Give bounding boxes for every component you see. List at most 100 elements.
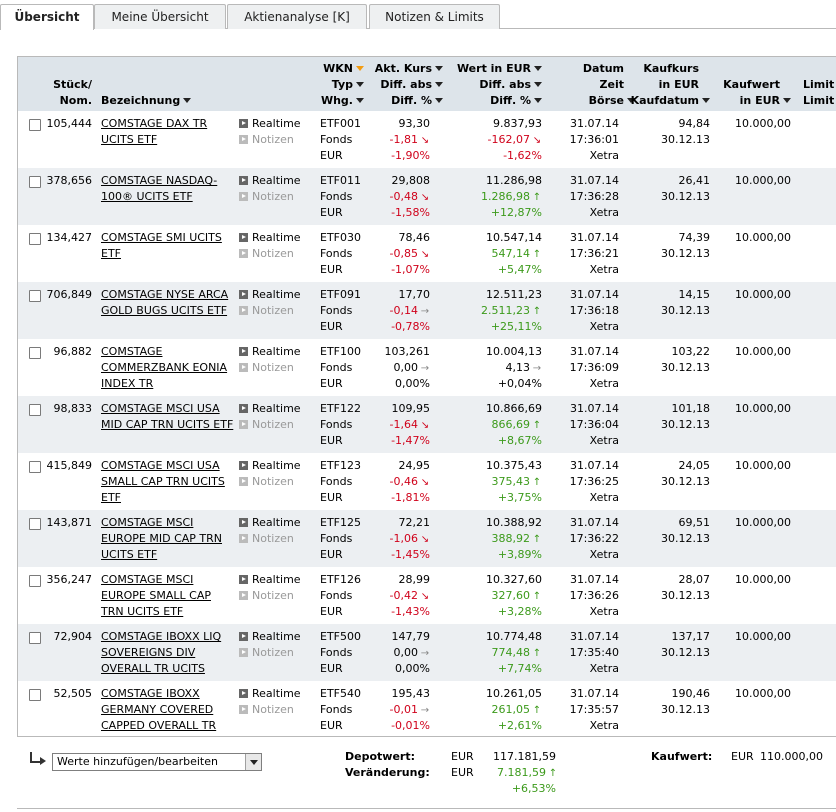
- row-checkbox[interactable]: [29, 176, 41, 188]
- cell-value: +12,87%: [490, 206, 542, 219]
- kaufwert: 10.000,00: [718, 458, 791, 474]
- wert-in-eur: 10.866,69 866,69 ↑ +8,67%: [450, 401, 542, 449]
- stueck: 96,882: [53, 345, 93, 358]
- notizen-link[interactable]: Notizen: [239, 360, 301, 376]
- cell-value: 31.07.14: [570, 630, 619, 643]
- realtime-link[interactable]: Realtime: [239, 458, 301, 474]
- tab-bar: Übersicht Meine Übersicht Aktienanalyse …: [0, 0, 836, 30]
- realtime-link[interactable]: Realtime: [239, 344, 301, 360]
- cell-value: 10.261,05: [486, 687, 542, 700]
- col-kaufkurs[interactable]: Kaufkurs in EUR Kaufdatum: [625, 61, 710, 109]
- notizen-link[interactable]: Notizen: [239, 132, 301, 148]
- row-checkbox[interactable]: [29, 290, 41, 302]
- row-checkbox[interactable]: [29, 575, 41, 587]
- notizen-link[interactable]: Notizen: [239, 246, 301, 262]
- bezeichnung-link[interactable]: COMSTAGE MSCI USA MID CAP TRN UCITS ETF: [101, 402, 234, 431]
- realtime-link[interactable]: Realtime: [239, 173, 301, 189]
- bezeichnung-link[interactable]: COMSTAGE MSCI USA SMALL CAP TRN UCITS ET…: [101, 459, 225, 504]
- cell-value: 29,808: [391, 174, 431, 187]
- cell-value: Fonds: [320, 361, 353, 374]
- realtime-link[interactable]: Realtime: [239, 572, 301, 588]
- stueck: 356,247: [46, 573, 93, 586]
- arrow-down-right-icon: ↘: [420, 249, 430, 260]
- notizen-link[interactable]: Notizen: [239, 588, 301, 604]
- table-row: 356,247 COMSTAGE MSCI EUROPE SMALL CAP TR…: [18, 567, 836, 624]
- realtime-link[interactable]: Realtime: [239, 401, 301, 417]
- row-checkbox[interactable]: [29, 404, 41, 416]
- col-datum[interactable]: Datum Zeit Börse: [563, 61, 635, 109]
- cell-value: -0,01: [389, 703, 418, 716]
- bezeichnung-link[interactable]: COMSTAGE MSCI EUROPE MID CAP TRN UCITS E…: [101, 516, 223, 561]
- row-checkbox[interactable]: [29, 347, 41, 359]
- cell-value: 17:36:22: [569, 532, 619, 545]
- bezeichnung-link[interactable]: COMSTAGE MSCI EUROPE SMALL CAP TRN UCITS…: [101, 573, 211, 618]
- col-kaufwert[interactable]: Kaufwert in EUR: [718, 77, 791, 109]
- chevron-down-icon[interactable]: [245, 754, 261, 770]
- col-limit[interactable]: Limit Limit: [803, 78, 835, 107]
- return-arrow-icon: [30, 752, 46, 766]
- sort-down-arrow-icon: [702, 98, 710, 103]
- cell-value: 10.000,00: [735, 288, 791, 301]
- cell-value: Fonds: [320, 532, 353, 545]
- table-row: 98,833 COMSTAGE MSCI USA MID CAP TRN UCIT…: [18, 396, 836, 453]
- cell-value: Xetra: [589, 491, 619, 504]
- cell-value: 10.866,69: [486, 402, 542, 415]
- bezeichnung-link[interactable]: COMSTAGE NYSE ARCA GOLD BUGS UCITS ETF: [101, 288, 229, 317]
- row-checkbox[interactable]: [29, 632, 41, 644]
- row-checkbox[interactable]: [29, 689, 41, 701]
- cell-value: 24,95: [398, 459, 431, 472]
- table-row: 415,849 COMSTAGE MSCI USA SMALL CAP TRN U…: [18, 453, 836, 510]
- notizen-link[interactable]: Notizen: [239, 645, 301, 661]
- cell-value: 17,70: [398, 288, 431, 301]
- tab-meine-uebersicht[interactable]: Meine Übersicht: [94, 4, 226, 29]
- realtime-link[interactable]: Realtime: [239, 230, 301, 246]
- row-checkbox[interactable]: [29, 518, 41, 530]
- bezeichnung-link[interactable]: COMSTAGE DAX TR UCITS ETF: [101, 117, 208, 146]
- realtime-link[interactable]: Realtime: [239, 515, 301, 531]
- col-wert[interactable]: Wert in EUR Diff. abs Diff. %: [448, 61, 542, 109]
- kaufkurs: 74,39 30.12.13: [635, 230, 710, 262]
- tab-uebersicht[interactable]: Übersicht: [0, 4, 94, 30]
- notizen-link[interactable]: Notizen: [239, 702, 301, 718]
- veraenderung-label: Veränderung:: [345, 766, 430, 779]
- row-links: Realtime Notizen: [239, 287, 301, 319]
- notizen-link[interactable]: Notizen: [239, 417, 301, 433]
- stueck: 415,849: [46, 459, 93, 472]
- col-wkn[interactable]: WKN Typ Whg.: [308, 61, 364, 109]
- bezeichnung-link[interactable]: COMSTAGE IBOXX GERMANY COVERED CAPPED OV…: [101, 687, 217, 732]
- row-checkbox[interactable]: [29, 233, 41, 245]
- stueck: 105,444: [46, 117, 93, 130]
- realtime-link[interactable]: Realtime: [239, 629, 301, 645]
- col-akt-kurs[interactable]: Akt. Kurs Diff. abs Diff. %: [360, 61, 443, 109]
- col-bezeichnung[interactable]: Bezeichnung: [101, 93, 192, 109]
- cell-value: -1,47%: [391, 434, 430, 447]
- bezeichnung-link[interactable]: COMSTAGE IBOXX LIQ SOVEREIGNS DIV OVERAL…: [101, 630, 222, 675]
- notizen-link[interactable]: Notizen: [239, 531, 301, 547]
- kaufkurs: 101,18 30.12.13: [635, 401, 710, 433]
- cell-value: +3,75%: [497, 491, 542, 504]
- table-row: 52,505 COMSTAGE IBOXX GERMANY COVERED CAP…: [18, 681, 836, 736]
- kaufwert: 10.000,00: [718, 686, 791, 702]
- realtime-link[interactable]: Realtime: [239, 686, 301, 702]
- cell-value: 14,15: [678, 288, 711, 301]
- cell-value: -162,07: [487, 133, 530, 146]
- table-row: 706,849 COMSTAGE NYSE ARCA GOLD BUGS UCIT…: [18, 282, 836, 339]
- tab-notizen-limits[interactable]: Notizen & Limits: [369, 4, 500, 29]
- wert-in-eur: 10.004,13 4,13 → +0,04%: [450, 344, 542, 392]
- bezeichnung-link[interactable]: COMSTAGE NASDAQ-100® UCITS ETF: [101, 174, 218, 203]
- stueck: 143,871: [46, 516, 93, 529]
- cell-value: 137,17: [671, 630, 711, 643]
- cell-value: 28,07: [678, 573, 711, 586]
- notizen-link[interactable]: Notizen: [239, 303, 301, 319]
- add-values-select[interactable]: Werte hinzufügen/bearbeiten: [52, 753, 262, 771]
- notizen-link[interactable]: Notizen: [239, 474, 301, 490]
- realtime-link[interactable]: Realtime: [239, 287, 301, 303]
- tab-aktienanalyse[interactable]: Aktienanalyse [K]: [227, 4, 367, 29]
- row-checkbox[interactable]: [29, 119, 41, 131]
- bezeichnung-link[interactable]: COMSTAGE COMMERZBANK EONIA INDEX TR: [101, 345, 228, 390]
- col-stueck[interactable]: Stück/ Nom.: [53, 78, 92, 107]
- row-checkbox[interactable]: [29, 461, 41, 473]
- realtime-link[interactable]: Realtime: [239, 116, 301, 132]
- notizen-link[interactable]: Notizen: [239, 189, 301, 205]
- bezeichnung-link[interactable]: COMSTAGE SMI UCITS ETF: [101, 231, 222, 260]
